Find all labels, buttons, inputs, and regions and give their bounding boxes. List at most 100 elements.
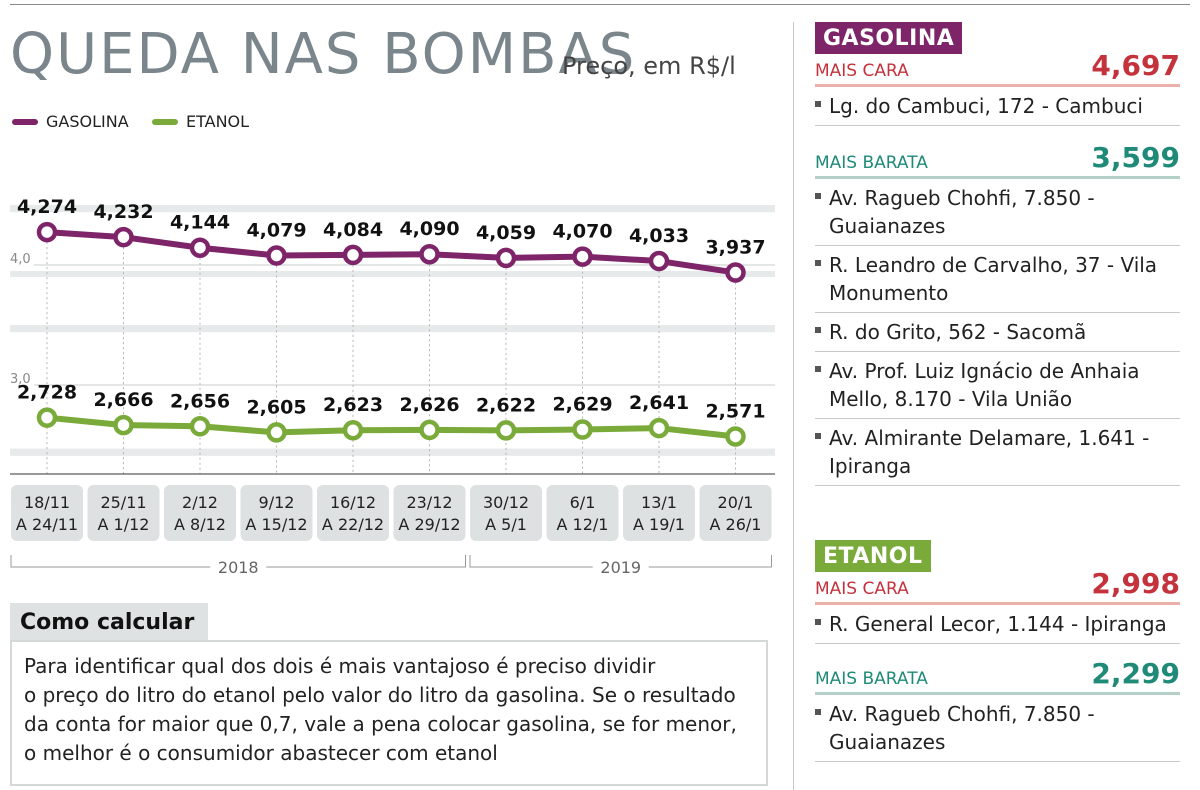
data-point-etanol bbox=[189, 416, 211, 437]
gasolina-mais-barata-value: 3,599 bbox=[1091, 141, 1180, 174]
x-tick-label: A 8/12 bbox=[174, 515, 226, 534]
data-label-gasolina: 4,059 bbox=[476, 222, 536, 244]
x-tick-label: A 24/11 bbox=[16, 515, 78, 534]
data-label-gasolina: 4,274 bbox=[17, 196, 77, 218]
bullet-icon bbox=[815, 619, 821, 625]
address-item: R. Leandro de Carvalho, 37 - Vila Monume… bbox=[815, 246, 1180, 313]
category-box bbox=[699, 485, 772, 541]
data-point-etanol bbox=[36, 407, 58, 428]
grid-band bbox=[10, 325, 775, 333]
data-label-etanol: 2,656 bbox=[170, 390, 230, 412]
como-calcular-box: Para identificar qual dos dois é mais va… bbox=[10, 640, 768, 786]
category-box bbox=[11, 485, 83, 541]
address-line: R. Leandro de Carvalho, 37 - Vila bbox=[829, 253, 1158, 277]
gasolina-mais-cara-value: 4,697 bbox=[1091, 49, 1180, 82]
legend-etanol-label: ETANOL bbox=[186, 112, 250, 131]
category-box bbox=[240, 485, 313, 541]
x-tick-label: A 15/12 bbox=[245, 515, 307, 534]
data-label-etanol: 2,629 bbox=[552, 394, 612, 416]
data-point-gasolina bbox=[419, 243, 440, 265]
y-tick-label: 3,0 bbox=[10, 372, 31, 387]
x-tick-label: A 29/12 bbox=[398, 515, 460, 534]
como-calcular-line: da conta for maior que 0,7, vale a pena … bbox=[24, 712, 737, 736]
x-tick-label: 2/12 bbox=[182, 493, 218, 512]
x-tick-label: A 26/1 bbox=[710, 515, 762, 534]
data-point-gasolina bbox=[572, 246, 593, 267]
data-point-etanol bbox=[342, 419, 364, 441]
bullet-icon bbox=[815, 193, 821, 199]
address-line: Ipiranga bbox=[829, 454, 912, 478]
legend-gasolina-swatch bbox=[12, 118, 38, 125]
address-line: Guaianazes bbox=[829, 730, 946, 754]
etanol-mais-barata-label: MAIS BARATA bbox=[815, 669, 928, 689]
data-point-gasolina bbox=[648, 250, 670, 272]
como-calcular-line: o melhor é o consumidor abastecer com et… bbox=[24, 741, 498, 765]
etanol-mais-cara-value: 2,998 bbox=[1091, 567, 1180, 600]
address-line: Av. Almirante Delamare, 1.641 - bbox=[829, 426, 1150, 450]
address-line: R. General Lecor, 1.144 - Ipiranga bbox=[829, 612, 1167, 636]
category-box bbox=[87, 485, 160, 541]
data-label-gasolina: 4,079 bbox=[246, 220, 306, 242]
como-calcular-title: Como calcular bbox=[10, 603, 209, 640]
grid-band bbox=[10, 271, 775, 277]
bullet-icon bbox=[815, 260, 821, 266]
data-point-etanol bbox=[266, 422, 287, 443]
etanol-mais-cara-header: MAIS CARA 2,998 bbox=[815, 567, 1180, 605]
data-point-gasolina bbox=[342, 244, 364, 266]
grid-band bbox=[10, 448, 775, 456]
year-bracket-gap bbox=[210, 563, 267, 571]
top-rule bbox=[10, 4, 1190, 5]
data-label-gasolina: 4,090 bbox=[399, 218, 459, 240]
x-tick-label: 18/11 bbox=[24, 493, 70, 512]
category-box bbox=[470, 485, 542, 541]
year-bracket-gap bbox=[592, 563, 649, 571]
bullet-icon bbox=[815, 101, 821, 107]
x-tick-label: A 5/1 bbox=[485, 515, 527, 534]
gasolina-mais-cara-label: MAIS CARA bbox=[815, 61, 909, 81]
bullet-icon bbox=[815, 366, 821, 372]
data-label-etanol: 2,641 bbox=[629, 392, 689, 414]
data-label-gasolina: 4,232 bbox=[93, 201, 153, 223]
data-point-gasolina bbox=[36, 221, 58, 243]
etanol-panel: ETANOL MAIS CARA 2,998 R. General Lecor,… bbox=[815, 540, 1180, 762]
category-box bbox=[164, 485, 236, 541]
x-tick-label: 20/1 bbox=[718, 493, 754, 512]
legend-gasolina-label: GASOLINA bbox=[46, 112, 129, 131]
address-line: Av. Ragueb Chohfi, 7.850 - bbox=[829, 702, 1095, 726]
data-label-etanol: 2,605 bbox=[246, 396, 306, 418]
gasolina-mais-cara-header: MAIS CARA 4,697 bbox=[815, 49, 1180, 87]
category-box bbox=[546, 485, 619, 541]
category-box bbox=[623, 485, 695, 541]
como-calcular-line: o preço do litro do etanol pelo valor do… bbox=[24, 683, 736, 707]
data-point-etanol bbox=[113, 414, 134, 436]
etanol-badge: ETANOL bbox=[815, 540, 931, 572]
address-line: Guaianazes bbox=[829, 214, 946, 238]
data-point-gasolina bbox=[725, 262, 746, 283]
column-divider bbox=[793, 22, 794, 790]
data-point-etanol bbox=[419, 419, 440, 441]
address-line: Av. Ragueb Chohfi, 7.850 - bbox=[829, 186, 1095, 210]
address-item: Lg. do Cambuci, 172 - Cambuci bbox=[815, 87, 1180, 126]
address-item: R. General Lecor, 1.144 - Ipiranga bbox=[815, 605, 1180, 644]
como-calcular-line: Para identificar qual dos dois é mais va… bbox=[24, 654, 656, 678]
x-tick-label: 9/12 bbox=[259, 493, 295, 512]
bullet-icon bbox=[815, 709, 821, 715]
x-tick-label: 30/12 bbox=[483, 493, 529, 512]
bullet-icon bbox=[815, 327, 821, 333]
etanol-mais-barata-header: MAIS BARATA 2,299 bbox=[815, 657, 1180, 695]
gasolina-mais-barata-header: MAIS BARATA 3,599 bbox=[815, 141, 1180, 179]
etanol-mais-cara-label: MAIS CARA bbox=[815, 579, 909, 599]
legend-gasolina: GASOLINA bbox=[12, 112, 129, 131]
address-item: Av. Almirante Delamare, 1.641 - Ipiranga bbox=[815, 419, 1180, 486]
data-label-gasolina: 4,144 bbox=[170, 212, 230, 234]
address-item: Av. Ragueb Chohfi, 7.850 - Guaianazes bbox=[815, 695, 1180, 762]
legend-etanol-swatch bbox=[152, 118, 178, 125]
page-title: QUEDA NAS BOMBAS bbox=[10, 22, 637, 87]
address-line: Mello, 8.170 - Vila União bbox=[829, 387, 1073, 411]
x-tick-label: A 1/12 bbox=[98, 515, 150, 534]
x-tick-label: A 22/12 bbox=[322, 515, 384, 534]
data-point-gasolina bbox=[113, 226, 134, 248]
data-label-etanol: 2,666 bbox=[93, 389, 153, 411]
data-point-gasolina bbox=[495, 247, 517, 269]
year-label: 2019 bbox=[600, 558, 641, 577]
